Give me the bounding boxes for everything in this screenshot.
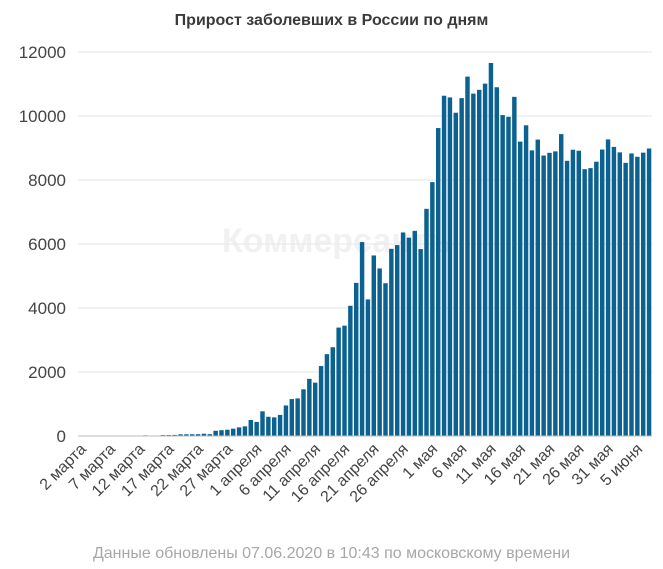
bar-3-апреля [266, 416, 271, 436]
bar-1-июня [611, 146, 617, 436]
bar-21-мая [547, 152, 552, 436]
bar-26-апреля [400, 232, 406, 436]
y-tick-label: 2000 [28, 363, 66, 382]
y-tick-label: 4000 [28, 299, 66, 318]
bar-17-мая [523, 125, 529, 436]
bar-17-апреля [348, 305, 353, 436]
bar-30-апреля [424, 208, 429, 436]
bar-18-марта [172, 434, 177, 436]
bar-25-мая [570, 149, 576, 437]
bar-12-мая [494, 87, 500, 436]
bar-23-апреля [383, 283, 388, 436]
bar-15-мая [512, 96, 517, 437]
bar-9-мая [476, 89, 482, 437]
bar-29-мая [594, 161, 599, 436]
bar-10-апреля [307, 378, 312, 436]
bars [78, 63, 652, 437]
bar-21-апреля [371, 255, 377, 436]
bar-7-июня [646, 148, 652, 436]
bar-22-марта [195, 434, 201, 436]
bar-3-мая [441, 95, 447, 437]
bar-25-марта [213, 430, 218, 436]
bar-3-июня [623, 162, 628, 436]
bar-23-марта [201, 433, 207, 436]
bar-28-мая [588, 168, 593, 436]
bar-27-апреля [406, 237, 412, 436]
bar-16-мая [517, 141, 523, 436]
bar-16-апреля [342, 325, 347, 436]
bar-7-мая [465, 76, 470, 437]
bar-5-мая [453, 112, 459, 437]
bar-14-апреля [330, 347, 336, 436]
bar-26-мая [576, 150, 582, 436]
bar-20-марта [184, 434, 189, 436]
bar-27-мая [582, 169, 587, 436]
bar-21-марта [189, 434, 195, 436]
bar-31-марта [248, 420, 254, 436]
bar-18-апреля [353, 282, 359, 436]
y-tick-label: 8000 [28, 171, 66, 190]
y-tick-label: 12000 [19, 43, 66, 62]
bar-4-июня [629, 153, 634, 436]
bar-5-апреля [277, 414, 283, 436]
bar-22-апреля [377, 268, 382, 436]
bar-20-мая [541, 155, 546, 437]
bar-25-апреля [394, 245, 400, 436]
bar-4-апреля [271, 417, 277, 436]
bar-7-апреля [289, 399, 295, 436]
bar-15-апреля [336, 327, 341, 436]
bar-6-мая [459, 98, 464, 437]
bar-2-мая [435, 128, 441, 436]
bar-19-апреля [359, 242, 365, 436]
chart-title: Прирост заболевших в России по дням [174, 12, 489, 29]
bar-20-апреля [365, 299, 371, 436]
bar-29-апреля [418, 249, 423, 436]
bar-6-июня [640, 152, 646, 436]
bar-29-марта [236, 427, 242, 436]
bar-12-апреля [318, 366, 324, 436]
y-tick-label: 10000 [19, 107, 66, 126]
bar-9-апреля [301, 389, 306, 436]
bar-1-апреля [254, 421, 259, 436]
bar-18-мая [529, 150, 535, 436]
bar-19-мая [535, 139, 541, 436]
bar-19-марта [178, 434, 183, 436]
bar-27-марта [225, 429, 230, 436]
bar-13-мая [500, 115, 505, 436]
bar-5-июня [635, 156, 640, 436]
bar-30-марта [242, 426, 248, 436]
y-tick-labels: 0 2000 4000 6000 8000 10000 12000 [19, 43, 66, 446]
bar-24-мая [564, 160, 570, 436]
bar-8-апреля [295, 398, 300, 436]
bar-28-марта [230, 428, 236, 436]
bar-14-мая [506, 116, 511, 436]
bar-13-апреля [324, 354, 330, 436]
footer-note: Данные обновлены 07.06.2020 в 10:43 по м… [92, 545, 571, 562]
bar-2-апреля [260, 411, 265, 436]
bar-8-мая [471, 93, 476, 436]
bar-4-мая [447, 97, 453, 436]
bar-11-мая [488, 63, 494, 436]
bar-2-июня [617, 152, 623, 436]
bar-26-марта [219, 430, 224, 436]
y-tick-label: 0 [57, 427, 66, 446]
bar-6-апреля [283, 405, 289, 436]
bar-24-марта [207, 434, 213, 436]
y-tick-label: 6000 [28, 235, 66, 254]
bar-31-мая [605, 139, 611, 437]
bar-23-мая [558, 134, 564, 437]
bar-1-мая [430, 182, 435, 436]
bar-30-мая [599, 149, 605, 437]
bar-11-апреля [312, 382, 318, 436]
bar-28-апреля [412, 230, 418, 436]
bar-24-апреля [389, 248, 394, 436]
bar-22-мая [553, 151, 558, 436]
bar-10-мая [482, 83, 488, 437]
